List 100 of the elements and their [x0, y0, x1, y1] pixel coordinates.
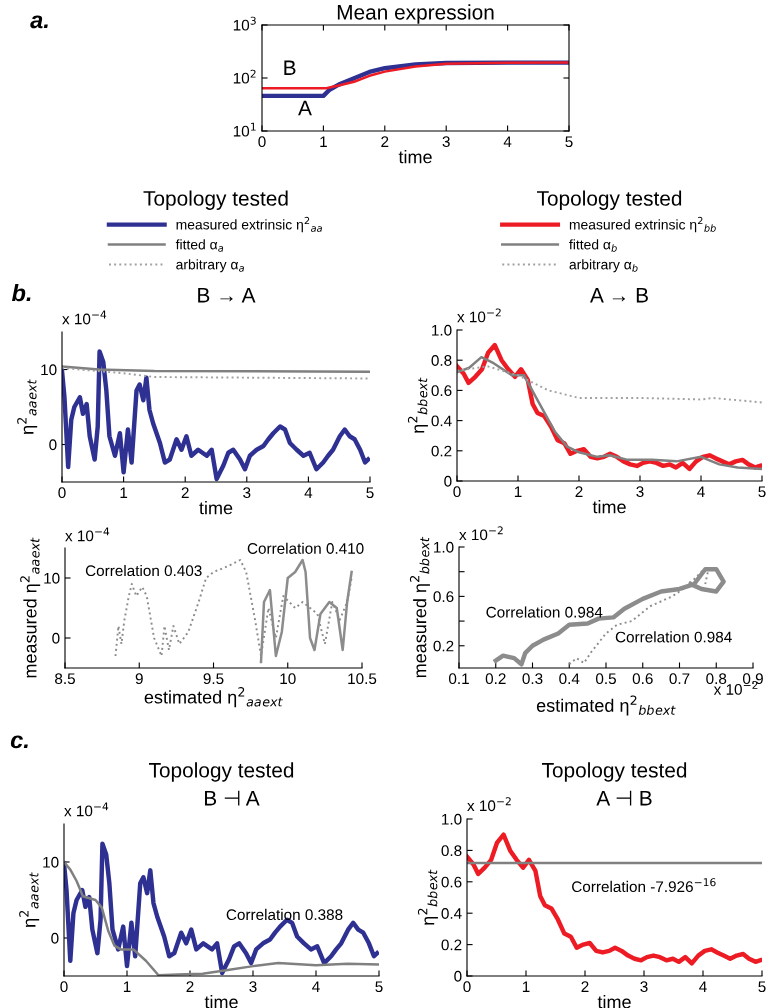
x-tick-label: 0	[258, 136, 266, 148]
x-tick-label: 0	[60, 981, 68, 993]
y-tick-label: 1.0	[432, 324, 452, 336]
x-tick-label: 3	[442, 136, 450, 148]
y-tick-label: 0.2	[433, 640, 454, 652]
x-axis-title: estimated η$^{2}$$_{aaext}$	[144, 687, 283, 708]
x-tick-label: 0.1	[448, 673, 469, 685]
legend-label: arbitrary α$_{a}$	[176, 259, 244, 273]
y-tick-label: 0	[454, 970, 462, 982]
x-tick-label: 4	[503, 136, 512, 147]
y-tick-label: 0.6	[441, 876, 462, 888]
x-tick-label: 2	[381, 136, 389, 147]
annotation: A	[298, 100, 312, 116]
x-tick-label: 5	[375, 981, 383, 993]
line-series	[62, 367, 370, 380]
text: b.	[11, 283, 31, 302]
y-tick-label: 10$^{3}$	[233, 16, 256, 31]
y-tick-label: 0.6	[431, 385, 452, 397]
y-tick-label: 0.2	[431, 445, 452, 457]
y-tick-label: 10	[44, 572, 60, 584]
annotation: Correlation 0.984	[615, 631, 732, 643]
x-axis-title: time	[398, 150, 432, 164]
y-tick-label: 1.0	[434, 541, 454, 553]
x-tick-label: 1	[120, 487, 128, 498]
legend-title: Topology tested	[537, 190, 682, 210]
x-tick-label: 9.5	[203, 673, 224, 685]
x-tick-label: 0.7	[669, 673, 690, 685]
annotation: Correlation -7.926$^{−16}$	[572, 878, 716, 893]
y-tick-label: 0	[51, 932, 59, 944]
y-tick-label: 0.6	[433, 591, 454, 603]
x-axis-title: estimated η$^{2}$$_{bbext}$	[536, 695, 676, 716]
x-tick-label: 0.2	[485, 673, 506, 685]
x-tick-label: 4	[699, 981, 707, 992]
x-tick-label: 2	[186, 981, 194, 992]
y-axis-title: measured η$^{2}$$_{aaext}$	[20, 537, 41, 678]
y-tick-label: 10	[43, 856, 59, 868]
legend-label: measured extrinsic η$^{2}$$_{bb}$	[569, 216, 716, 233]
annotation: B	[284, 60, 296, 75]
x-tick-label: 5	[758, 981, 766, 993]
x-tick-label: 4	[697, 486, 705, 497]
x-tick-label: 0.3	[522, 673, 543, 685]
x-tick-label: 5	[366, 487, 374, 499]
x-tick-label: 0.4	[559, 673, 580, 685]
x-tick-label: 10.5	[348, 673, 377, 685]
y-axis-title: η$^{2}$$_{aaext}$	[17, 379, 38, 434]
chart-subtitle: B ⊣ A	[205, 790, 260, 806]
x-axis-title: time	[592, 500, 626, 514]
x-tick-label: 2	[575, 486, 583, 497]
x-tick-label: 10	[280, 673, 296, 685]
legend-label: fitted α$_{a}$	[175, 239, 224, 252]
x-tick-label: 1	[522, 981, 530, 992]
x-tick-label: 3	[640, 981, 648, 993]
y-axis-title: η$^{2}$$_{bbext}$	[417, 869, 438, 925]
text: a.	[30, 15, 48, 29]
y-tick-label: 1.0	[442, 813, 462, 825]
x-tick-label: 8.5	[55, 673, 75, 685]
x-axis-title: time	[597, 995, 631, 1008]
x-tick-label: 5	[565, 136, 573, 148]
y-tick-label: 0.2	[441, 939, 462, 951]
x-tick-label: 3	[249, 981, 257, 993]
y-axis-title: measured η$^{2}$$_{bbext}$	[409, 536, 430, 678]
x-axis-title: time	[199, 501, 233, 515]
text: x 10$^{−4}$	[62, 310, 107, 325]
annotation: Correlation 0.388	[226, 908, 343, 921]
text: c.	[10, 735, 28, 749]
legend-label: measured extrinsic η$^{2}$$_{aa}$	[176, 216, 322, 233]
chart-title: Topology tested	[149, 762, 294, 782]
x-tick-label: 9	[135, 673, 143, 685]
chart-title: Topology tested	[542, 762, 687, 782]
x-tick-label: 0	[463, 981, 471, 993]
y-tick-label: 0	[444, 475, 452, 487]
x-tick-label: 2	[181, 487, 189, 498]
line-series	[262, 61, 569, 90]
y-tick-label: 0.4	[441, 908, 462, 919]
x-tick-label: 5	[758, 486, 766, 498]
chart-title: Mean expression	[337, 4, 494, 24]
chart-subtitle: A → B	[590, 288, 648, 303]
x-tick-label: 4	[312, 981, 320, 992]
chart-subtitle: B → A	[198, 288, 256, 303]
x-tick-label: 1	[514, 486, 522, 497]
y-tick-label: 0.8	[441, 845, 462, 857]
x-tick-label: 3	[243, 487, 251, 499]
chart-subtitle: A ⊣ B	[596, 790, 652, 806]
annotation: Correlation 0.410	[247, 542, 364, 554]
x-tick-label: 4	[304, 487, 313, 498]
y-axis-title: η$^{2}$$_{aaext}$	[19, 872, 40, 927]
x-tick-label: 0.5	[595, 673, 616, 685]
annotation: Correlation 0.984	[486, 606, 603, 618]
line-series	[457, 365, 762, 404]
x-tick-label: 2	[581, 981, 589, 992]
line-series	[467, 832, 762, 966]
x-axis-title: time	[204, 995, 238, 1008]
y-tick-label: 10	[41, 364, 57, 376]
text: x 10$^{−4}$	[64, 802, 109, 817]
y-tick-label: 10$^{1}$	[233, 122, 256, 137]
x-tick-label: 0.6	[632, 673, 653, 685]
y-tick-label: 0	[49, 439, 57, 451]
y-tick-label: 0.8	[431, 355, 452, 366]
x-tick-label: 1	[123, 981, 131, 992]
legend-label: fitted α$_{b}$	[569, 239, 617, 252]
